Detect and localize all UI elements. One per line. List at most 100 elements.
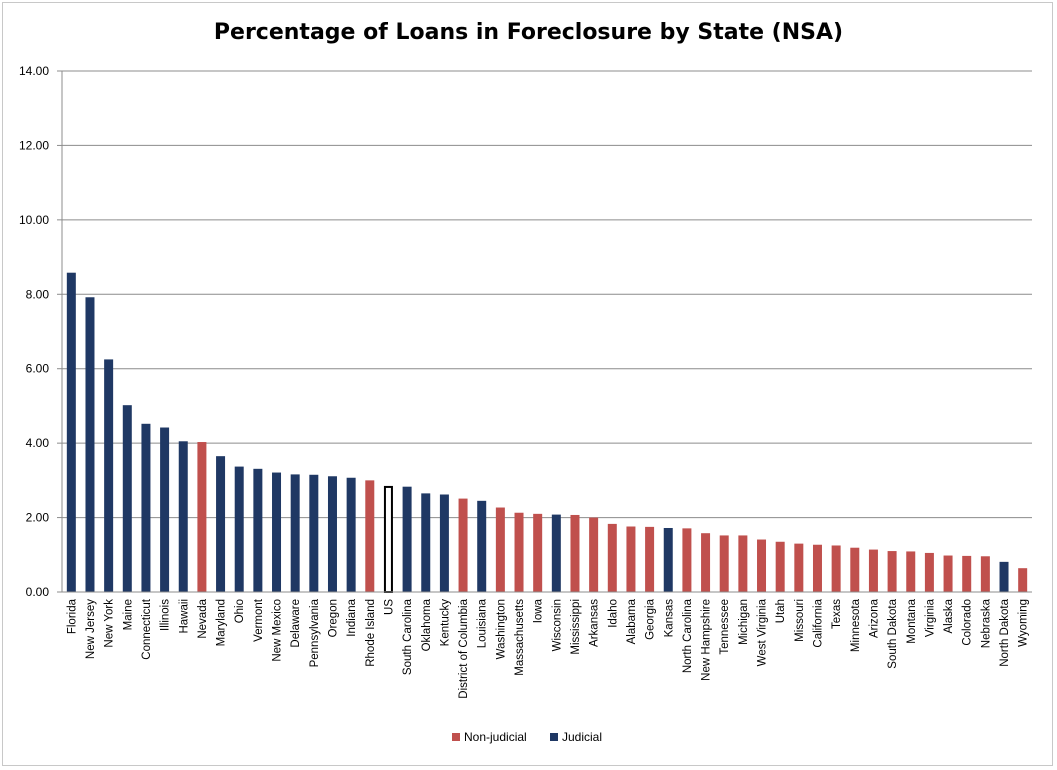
x-tick-label: Iowa [533, 598, 545, 623]
x-tick-label: Massachusetts [514, 599, 526, 676]
bar-nebraska [980, 556, 990, 592]
bar-new-hampshire [701, 533, 711, 592]
x-tick-label: Nevada [197, 598, 209, 638]
bar-missouri [794, 543, 804, 592]
bar-delaware [290, 474, 300, 592]
x-axis-labels: Florida New Jersey New York Maine Connecticu… [66, 598, 1029, 699]
bar-alabama [626, 526, 636, 592]
chart-title: Percentage of Loans in Foreclosure by St… [213, 20, 844, 45]
bar-connecticut [141, 423, 151, 592]
bar-oregon [327, 476, 337, 592]
x-tick-label: Wisconsin [551, 599, 563, 651]
bar-california [812, 544, 822, 592]
x-tick-label: Texas [831, 599, 843, 629]
x-tick-label: New Hampshire [701, 599, 713, 681]
legend-swatch [452, 733, 460, 741]
legend-swatch [550, 733, 558, 741]
y-tick-label: 14.00 [19, 64, 49, 78]
axes [61, 71, 1032, 593]
bar-alaska [943, 555, 953, 592]
bar-louisiana [477, 500, 487, 592]
bar-michigan [738, 535, 748, 592]
bar-massachusetts [514, 512, 524, 592]
x-tick-label: Michigan [738, 599, 750, 645]
bar-colorado [962, 555, 972, 592]
x-tick-label: Utah [775, 599, 787, 623]
bar-north-carolina [682, 528, 692, 592]
x-tick-label: Indiana [346, 598, 358, 636]
x-tick-label: District of Columbia [458, 598, 470, 698]
bar-utah [775, 541, 785, 592]
bar-idaho [607, 523, 617, 592]
bar-iowa [533, 513, 543, 592]
bar-maryland [216, 456, 226, 592]
bar-virginia [924, 552, 934, 592]
x-tick-label: Alabama [626, 598, 638, 644]
bar-georgia [645, 526, 655, 592]
bars [66, 272, 1028, 594]
bar-ohio [234, 466, 244, 592]
bar-vermont [253, 468, 263, 592]
x-tick-label: Maryland [216, 599, 228, 646]
x-tick-label: Tennessee [719, 599, 731, 655]
x-tick-label: Maine [122, 599, 134, 630]
y-tick-label: 10.00 [19, 213, 49, 227]
x-tick-label: Illinois [160, 599, 172, 631]
y-tick-label: 2.00 [26, 511, 50, 525]
bar-montana [906, 551, 916, 592]
bar-north-dakota [999, 561, 1009, 592]
y-tick-label: 4.00 [26, 436, 50, 450]
x-tick-label: North Dakota [999, 598, 1011, 666]
bar-nevada [197, 442, 207, 592]
bar-texas [831, 545, 841, 592]
x-tick-label: Oklahoma [421, 598, 433, 651]
x-tick-label: Ohio [234, 599, 246, 623]
x-tick-label: South Carolina [402, 598, 414, 675]
x-tick-label: Alaska [943, 598, 955, 633]
x-tick-label: Colorado [962, 599, 974, 646]
x-tick-label: Arizona [868, 598, 880, 638]
x-tick-label: Idaho [607, 599, 619, 628]
bar-oklahoma [421, 493, 431, 592]
x-tick-label: Missouri [794, 599, 806, 642]
x-tick-label: Kansas [663, 599, 675, 638]
x-tick-label: Wyoming [1018, 599, 1030, 647]
bar-new-jersey [85, 297, 95, 592]
x-tick-label: Minnesota [850, 598, 862, 652]
legend-label: Non-judicial [464, 730, 527, 744]
x-tick-label: Mississippi [570, 599, 582, 655]
bar-wyoming [1018, 568, 1028, 592]
x-tick-label: California [812, 598, 824, 647]
bar-illinois [160, 427, 170, 592]
bar-arkansas [589, 517, 599, 592]
x-tick-label: US [383, 599, 395, 615]
x-tick-label: Virginia [924, 598, 936, 637]
x-tick-label: Kentucky [439, 599, 451, 647]
bar-new-york [104, 359, 114, 592]
x-tick-label: Louisiana [477, 598, 489, 648]
y-tick-label: 0.00 [26, 585, 50, 599]
bar-mississippi [570, 514, 580, 592]
bar-hawaii [178, 441, 188, 592]
x-tick-label: Florida [66, 598, 78, 634]
x-tick-label: Delaware [290, 599, 302, 648]
x-tick-label: South Dakota [887, 598, 899, 668]
x-tick-label: Georgia [645, 598, 657, 640]
x-tick-label: Rhode Island [365, 599, 377, 667]
x-tick-label: New York [104, 599, 116, 648]
x-tick-label: Washington [495, 599, 507, 659]
x-tick-label: Montana [906, 598, 918, 643]
gridlines [62, 70, 1032, 519]
bar-south-carolina [402, 486, 412, 592]
bar-arizona [868, 549, 878, 592]
x-tick-label: Connecticut [141, 598, 153, 660]
bar-pennsylvania [309, 474, 319, 592]
bar-minnesota [850, 547, 860, 592]
bar-wisconsin [551, 514, 561, 592]
x-tick-label: Nebraska [980, 598, 992, 648]
bar-florida [66, 272, 76, 592]
x-tick-label: Oregon [327, 599, 339, 637]
x-tick-label: West Virginia [757, 598, 769, 666]
